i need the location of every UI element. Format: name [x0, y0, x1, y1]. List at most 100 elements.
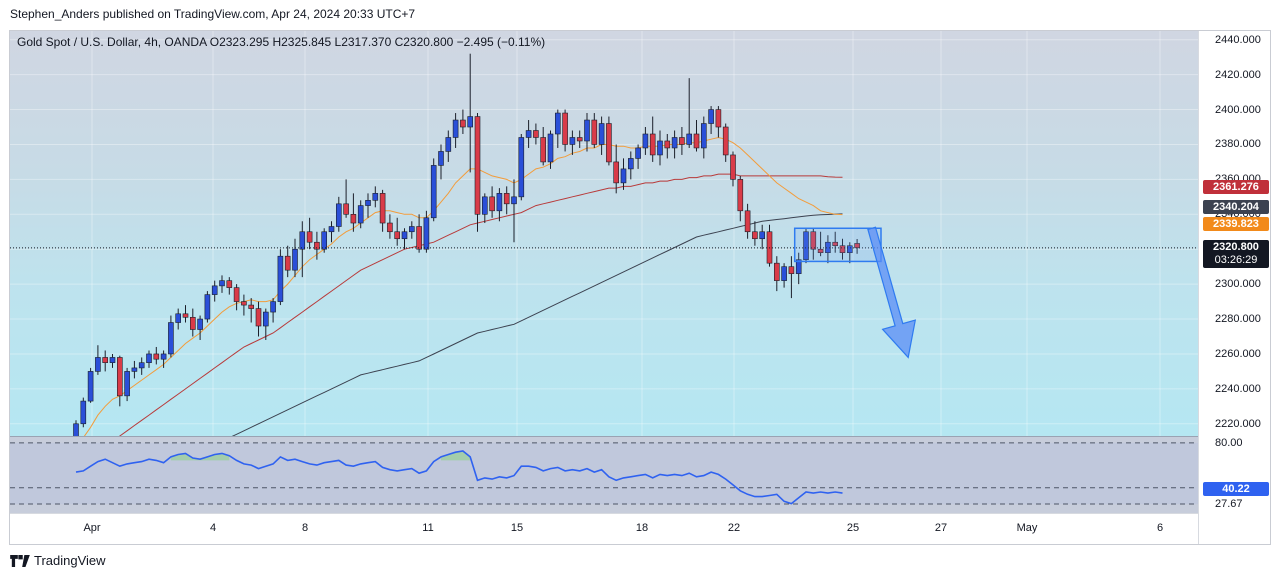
candle-body	[292, 248, 298, 271]
price-chart[interactable]	[10, 31, 1198, 436]
price-badge-value: 2320.800	[1213, 240, 1259, 253]
bar-countdown: 03:26:29	[1214, 253, 1258, 266]
candle-body	[306, 231, 313, 243]
pane-separator[interactable]	[10, 436, 1270, 437]
ema-slow-line	[231, 213, 843, 436]
candle-body	[511, 196, 517, 205]
candle-body	[810, 231, 817, 250]
candle-body	[131, 367, 138, 372]
candle-body	[679, 137, 685, 145]
candle-body	[197, 318, 203, 330]
candle-body	[627, 158, 634, 170]
candle-body	[175, 313, 181, 323]
candle-body	[190, 316, 196, 330]
price-pane[interactable]	[10, 31, 1198, 436]
candle-body	[533, 130, 539, 138]
candle-body	[277, 255, 284, 302]
candle-body	[825, 241, 831, 254]
candle-body	[642, 133, 649, 149]
candle-body	[722, 126, 729, 156]
candle-body	[153, 353, 160, 360]
candle-body	[598, 123, 605, 145]
candle-body	[584, 119, 590, 142]
candle-body	[452, 119, 459, 138]
rsi-chart[interactable]	[10, 437, 1198, 513]
candle-body	[788, 266, 795, 274]
candle-body	[233, 287, 240, 302]
range-box[interactable]	[793, 227, 882, 263]
candle-body	[635, 147, 641, 159]
candle-body	[335, 203, 342, 227]
candle-body	[773, 262, 780, 281]
ema-slow-badge: 2340.204	[1203, 200, 1269, 214]
candle-body	[182, 313, 189, 318]
y-tick-label: 2240.000	[1215, 382, 1261, 395]
candle-body	[423, 217, 430, 250]
candle-body	[649, 133, 656, 156]
x-tick-label: 25	[846, 522, 860, 534]
candle-body	[73, 423, 79, 436]
candle-body	[489, 196, 495, 212]
y-tick-label: 2420.000	[1215, 68, 1261, 81]
candle-body	[832, 241, 839, 247]
candle-body	[314, 241, 320, 250]
candle-body	[204, 294, 211, 320]
candle-body	[737, 179, 744, 212]
time-axis[interactable]: Apr 4 8 11 15 18 22 25 27 May 6	[10, 513, 1198, 544]
candle-body	[350, 213, 357, 224]
candle-body	[270, 301, 276, 313]
candle-body	[445, 137, 452, 152]
candle-body	[95, 357, 101, 372]
candle-body	[657, 140, 663, 156]
candle-body	[408, 226, 415, 233]
candle-body	[321, 231, 328, 250]
y-tick-label: 2400.000	[1215, 103, 1261, 116]
tradingview-logo-icon	[10, 554, 30, 567]
candle-body	[87, 371, 94, 402]
candle-body	[226, 280, 233, 288]
candle-body	[664, 140, 671, 149]
ema-fast-line	[83, 136, 843, 436]
x-tick-label: Apr	[83, 522, 101, 534]
candle-body	[117, 357, 123, 397]
y-tick-label: 2280.000	[1215, 313, 1261, 326]
candle-body	[109, 357, 116, 363]
brand-label: TradingView	[34, 553, 106, 568]
candle-body	[817, 248, 824, 254]
candle-body	[481, 196, 488, 215]
candle-body	[547, 133, 554, 163]
candle-body	[138, 362, 145, 369]
candle-body	[401, 231, 408, 240]
candle-body	[211, 285, 218, 295]
candle-body	[219, 280, 225, 287]
candle-body	[263, 311, 269, 327]
candle-body	[496, 193, 503, 212]
candle-body	[102, 357, 108, 363]
candle-body	[365, 200, 371, 206]
y-tick-label: 2440.000	[1215, 33, 1261, 46]
y-tick-label: 2380.000	[1215, 138, 1261, 151]
chart-frame[interactable]: Apr 4 8 11 15 18 22 25 27 May 6 2440.000 2420.000 24…	[9, 30, 1271, 545]
candle-body	[854, 243, 860, 249]
price-axis[interactable]: 2440.0002420.0002400.0002380.0002360.000…	[1198, 31, 1270, 544]
candle-body	[124, 371, 130, 397]
candle-body	[540, 137, 547, 163]
down-arrow-annotation[interactable]	[867, 226, 917, 359]
candle-body	[372, 193, 379, 201]
rsi-tick-label: 80.00	[1215, 436, 1243, 449]
rsi-overbought-fill	[441, 451, 471, 461]
x-tick-label: 4	[209, 522, 217, 534]
candle-body	[248, 304, 254, 309]
candle-body	[416, 226, 422, 250]
x-tick-label: 18	[635, 522, 649, 534]
candle-body	[620, 168, 627, 184]
candle-body	[467, 116, 474, 128]
rsi-pane[interactable]	[10, 437, 1198, 513]
candle-body	[357, 205, 364, 224]
rsi-tick-label: 27.67	[1215, 498, 1243, 511]
candle-body	[613, 161, 620, 184]
candle-body	[752, 231, 758, 240]
candle-body	[343, 203, 349, 215]
candle-body	[576, 137, 583, 142]
candle-body	[686, 133, 693, 145]
